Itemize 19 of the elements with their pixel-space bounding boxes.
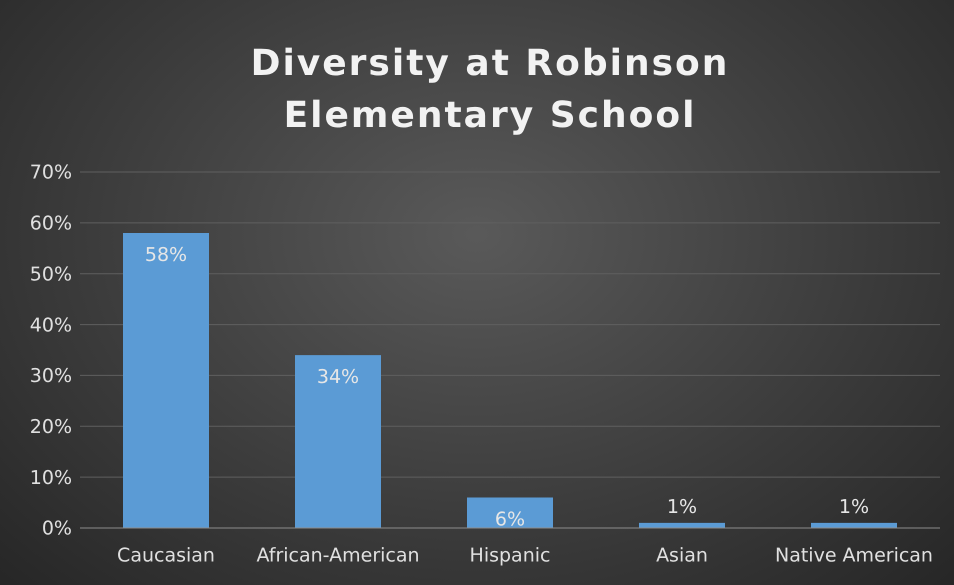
- x-tick-label: Caucasian: [117, 544, 215, 566]
- y-tick-label: 30%: [30, 365, 72, 388]
- data-label: 1%: [666, 496, 698, 518]
- y-tick-label: 50%: [30, 263, 72, 286]
- y-tick-label: 20%: [30, 416, 72, 438]
- y-tick-label: 10%: [30, 466, 72, 489]
- data-label: 1%: [838, 496, 870, 518]
- y-tick-label: 0%: [42, 518, 72, 540]
- data-label: 58%: [144, 244, 188, 266]
- x-tick-label: Hispanic: [470, 544, 550, 566]
- y-tick-label: 60%: [30, 212, 72, 235]
- x-tick-label: Native American: [775, 544, 933, 566]
- x-tick-label: Asian: [656, 544, 708, 566]
- chart-title: Diversity at Robinson Elementary School: [250, 42, 730, 138]
- y-tick-label: 70%: [30, 162, 72, 184]
- data-label: 34%: [316, 366, 360, 388]
- data-label: 6%: [494, 508, 526, 530]
- x-tick-label: African-American: [256, 544, 420, 566]
- y-tick-label: 40%: [30, 314, 72, 336]
